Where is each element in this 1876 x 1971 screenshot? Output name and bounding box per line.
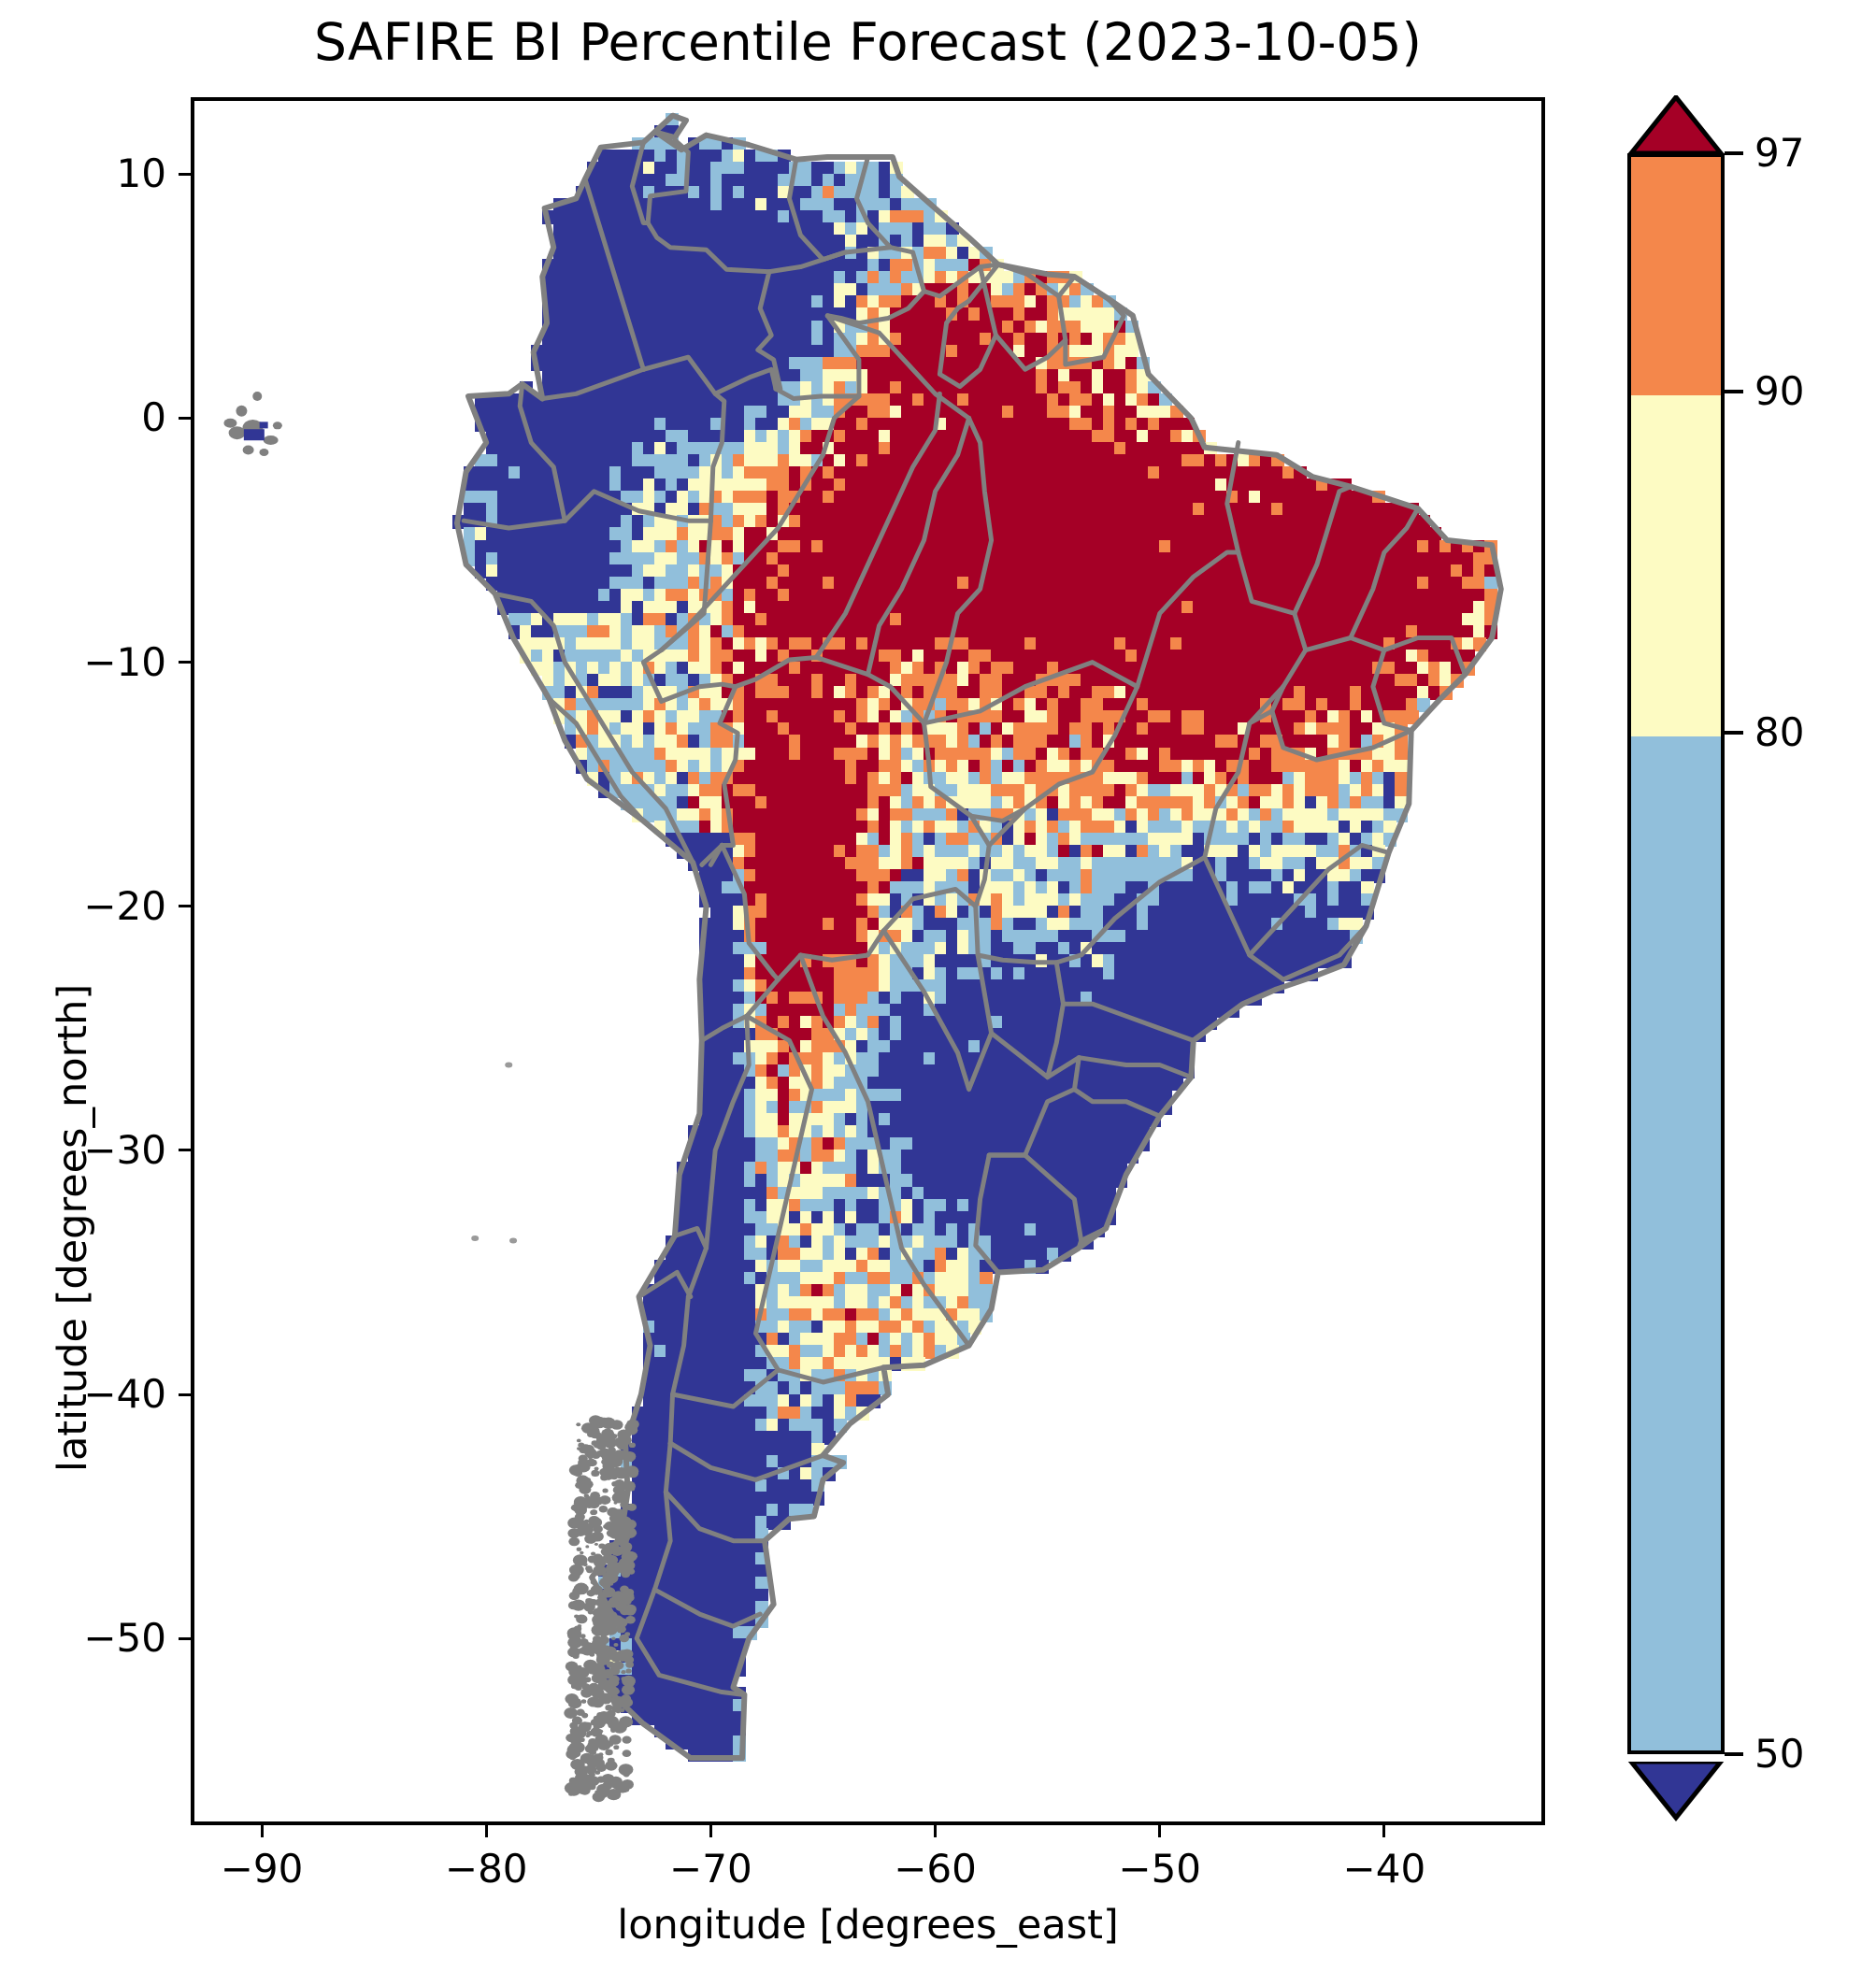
x-tick [1158, 1825, 1162, 1837]
colorbar-body [1627, 153, 1725, 1754]
y-tick [179, 905, 191, 908]
y-tick-label: −10 [83, 638, 166, 685]
x-tick [260, 1825, 264, 1837]
x-tick-label: −90 [220, 1846, 304, 1892]
y-tick-label: −30 [83, 1126, 166, 1173]
colorbar-tick [1725, 151, 1743, 155]
x-tick-label: −50 [1118, 1846, 1202, 1892]
colorbar-tick-label: 80 [1754, 708, 1805, 755]
y-tick [179, 1393, 191, 1396]
colorbar-tick-label: 50 [1754, 1731, 1805, 1777]
x-tick [934, 1825, 938, 1837]
y-tick-label: 0 [141, 394, 166, 441]
colorbar-band-90-97-orange [1631, 157, 1721, 396]
map-plot-area [194, 101, 1541, 1821]
colorbar-band-50-80-light-blue [1631, 736, 1721, 1750]
colorbar-tick [1725, 1752, 1743, 1756]
y-tick [179, 416, 191, 420]
page-title: SAFIRE BI Percentile Forecast (2023-10-0… [314, 12, 1422, 72]
colorbar-tick [1725, 390, 1743, 394]
x-tick-label: −70 [669, 1846, 752, 1892]
colorbar-tick-label: 97 [1754, 130, 1805, 176]
y-tick-label: −20 [83, 882, 166, 929]
colorbar-band-80-90-pale-yellow [1631, 395, 1721, 736]
y-tick [179, 1636, 191, 1640]
colorbar-tick [1725, 730, 1743, 735]
y-axis-label: latitude [degrees_north] [50, 983, 96, 1472]
x-tick-label: −60 [894, 1846, 977, 1892]
x-tick-label: −40 [1342, 1846, 1426, 1892]
x-tick [484, 1825, 488, 1837]
colorbar-extend-min-arrow [1627, 1762, 1725, 1821]
colorbar-extend-max-arrow [1627, 95, 1725, 155]
x-tick [1382, 1825, 1386, 1837]
map-axes [191, 97, 1545, 1825]
y-tick [179, 661, 191, 664]
x-tick [709, 1825, 712, 1837]
y-tick [179, 1149, 191, 1152]
x-tick-label: −80 [444, 1846, 528, 1892]
y-tick-label: −50 [83, 1615, 166, 1662]
y-tick [179, 172, 191, 176]
x-axis-label: longitude [degrees_east] [617, 1902, 1119, 1949]
y-tick-label: −40 [83, 1371, 166, 1417]
raster-heatmap-layer [194, 101, 1541, 1821]
y-tick-label: 10 [116, 150, 166, 197]
colorbar-tick-label: 90 [1754, 368, 1805, 415]
